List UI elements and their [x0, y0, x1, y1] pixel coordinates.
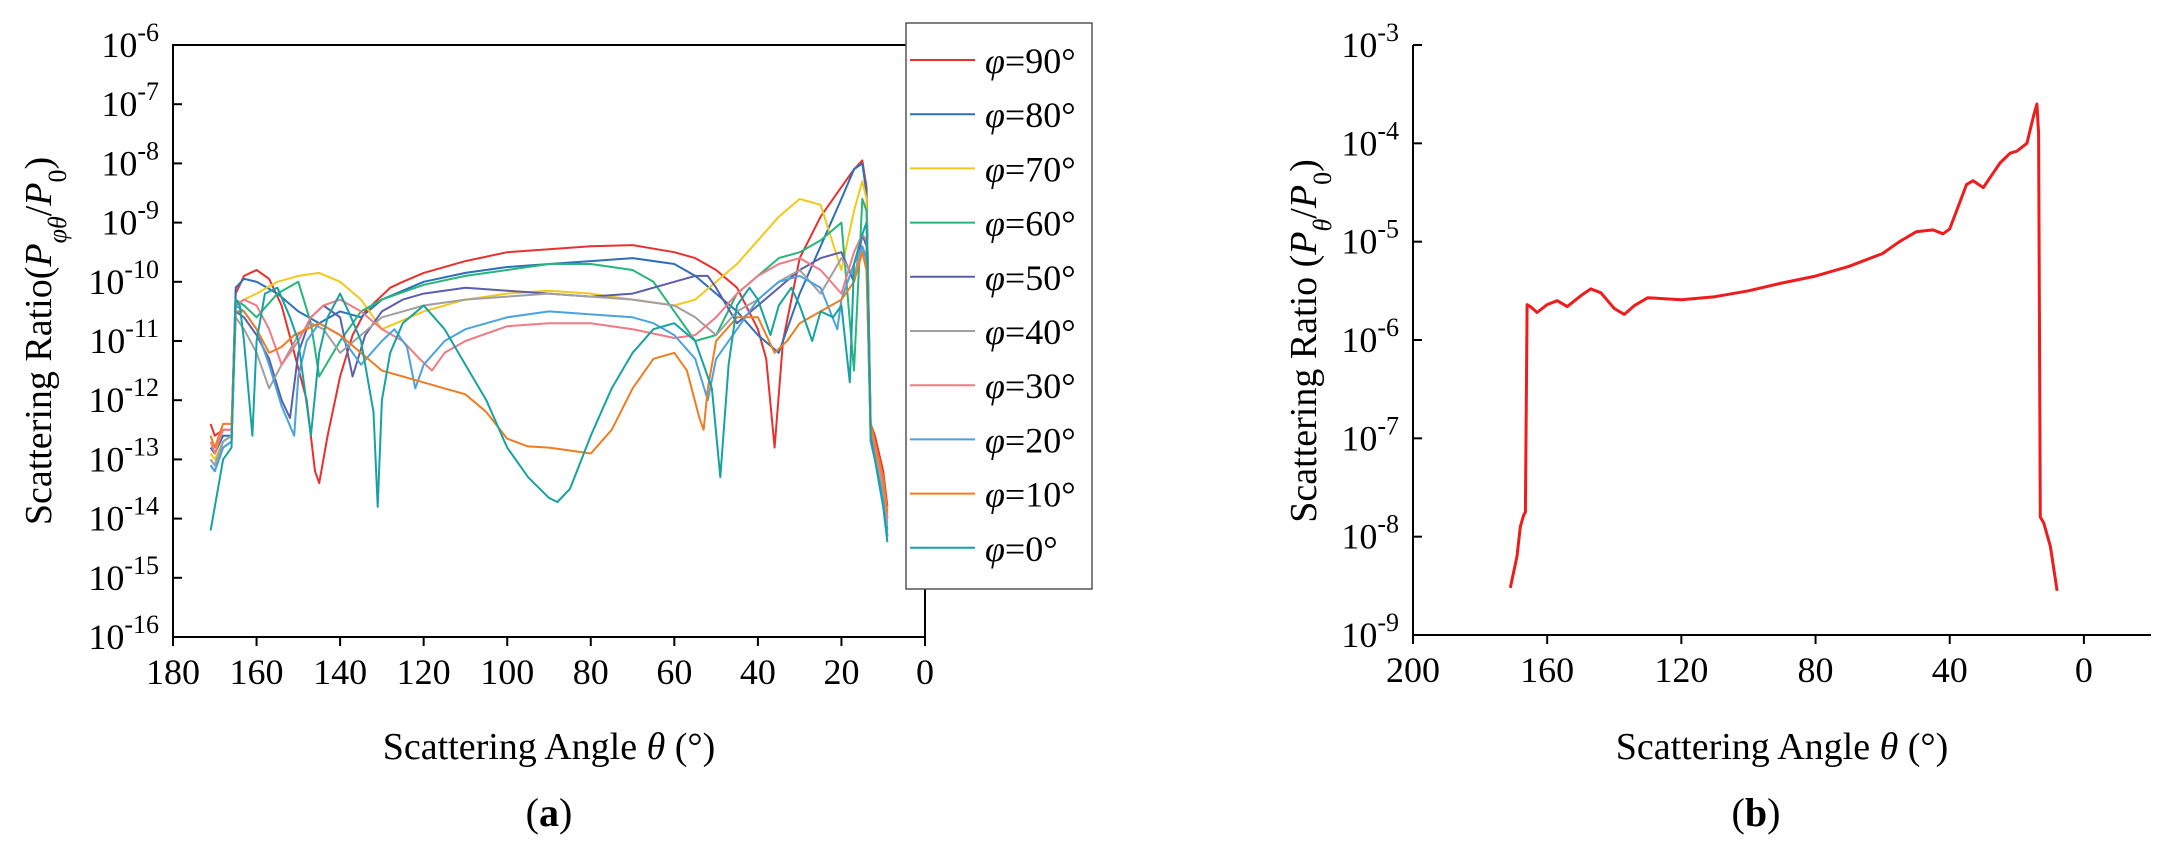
y-tick-label-9: 10-9	[1341, 608, 1399, 655]
legend-label-80: φ=80°	[985, 95, 1076, 135]
legend-label-50: φ=50°	[985, 258, 1076, 298]
series-line-60	[209, 197, 889, 531]
x-tick-label-0: 0	[916, 652, 934, 692]
y-tick-label-9: 10-9	[101, 196, 159, 243]
y-tick-label-6: 10-6	[101, 18, 159, 65]
panel-b-label: (b)	[1732, 790, 1781, 835]
y-tick-label-10: 10-10	[88, 255, 159, 302]
series-line-20	[209, 245, 889, 537]
x-tick-label-120: 120	[1654, 650, 1708, 690]
y-tick-label-7: 10-7	[1341, 411, 1399, 458]
x-tick-label-20: 20	[823, 652, 859, 692]
y-tick-label-3: 10-3	[1341, 18, 1399, 65]
x-tick-label-200: 200	[1386, 650, 1440, 690]
x-tick-label-140: 140	[313, 652, 367, 692]
y-tick-label-8: 10-8	[101, 136, 159, 183]
series-line-70	[209, 180, 889, 519]
x-tick-label-0: 0	[2075, 650, 2093, 690]
panel-b-y-ticks: 10-9 10-8 10-7 10-6 10-5 10-4 10-3	[1341, 18, 1422, 655]
panel-b-series	[1508, 102, 2059, 592]
x-tick-label-100: 100	[480, 652, 534, 692]
panel-a-x-axis-title: Scattering Angle θ (°)	[383, 726, 716, 768]
y-tick-label-6: 10-6	[1341, 313, 1399, 360]
panel-b-y-axis-title: Scattering Ratio (Pθ/P0)	[1283, 159, 1337, 522]
legend-label-60: φ=60°	[985, 204, 1076, 244]
x-tick-label-60: 60	[656, 652, 692, 692]
panel-a-legend: φ=90° φ=80° φ=70° φ=60° φ=50° φ=40° φ=30° φ=20°…	[905, 22, 1093, 590]
panel-b: 10-9 10-8 10-7 10-6 10-5 10-4 10-3 200 160 120 80…	[1283, 18, 2151, 835]
panel-a-y-ticks: 10-16 10-15 10-14 10-13 10-12 10-11 10-10 10-9 1…	[88, 18, 182, 657]
panel-b-x-axis-title: Scattering Angle θ (°)	[1616, 726, 1949, 768]
panel-a-x-ticks: 180 160 140 120 100 80 60 40 20 0	[146, 637, 934, 692]
series-line-30	[209, 233, 889, 519]
y-tick-label-8: 10-8	[1341, 510, 1399, 557]
series-line-1	[1508, 102, 2059, 592]
x-tick-label-40: 40	[740, 652, 776, 692]
panel-b-x-ticks: 200 160 120 80 40 0	[1386, 635, 2093, 690]
series-line-90	[209, 159, 889, 507]
x-tick-label-160: 160	[1520, 650, 1574, 690]
x-tick-label-40: 40	[1932, 650, 1968, 690]
legend-label-30: φ=30°	[985, 366, 1076, 406]
legend-label-10: φ=10°	[985, 475, 1076, 515]
series-line-10	[209, 251, 889, 513]
legend-box	[905, 22, 1093, 590]
y-tick-label-14: 10-14	[88, 492, 159, 539]
series-line-80	[209, 162, 889, 519]
x-tick-label-80: 80	[573, 652, 609, 692]
y-tick-label-11: 10-11	[89, 314, 159, 361]
panel-a-series	[209, 159, 889, 543]
series-line-40	[209, 245, 889, 525]
panel-a: 10-16 10-15 10-14 10-13 10-12 10-11 10-10 10-9 1…	[18, 18, 1093, 835]
legend-label-90: φ=90°	[985, 41, 1076, 81]
legend-label-0: φ=0°	[985, 529, 1058, 569]
legend-label-70: φ=70°	[985, 149, 1076, 189]
x-tick-label-120: 120	[397, 652, 451, 692]
series-line-0	[209, 221, 889, 543]
y-tick-label-7: 10-7	[101, 77, 159, 124]
y-tick-label-15: 10-15	[88, 551, 159, 598]
panel-a-y-axis-title: Scattering Ratio(Pφθ/P0)	[18, 157, 72, 525]
y-tick-label-12: 10-12	[88, 373, 159, 420]
y-tick-label-13: 10-13	[88, 432, 159, 479]
y-tick-label-4: 10-4	[1341, 116, 1399, 163]
x-tick-label-180: 180	[146, 652, 200, 692]
legend-label-40: φ=40°	[985, 312, 1076, 352]
x-tick-label-80: 80	[1798, 650, 1834, 690]
legend-label-20: φ=20°	[985, 420, 1076, 460]
y-tick-label-5: 10-5	[1341, 215, 1399, 262]
y-tick-label-16: 10-16	[88, 610, 159, 657]
x-tick-label-160: 160	[230, 652, 284, 692]
panel-a-label: (a)	[526, 790, 573, 835]
